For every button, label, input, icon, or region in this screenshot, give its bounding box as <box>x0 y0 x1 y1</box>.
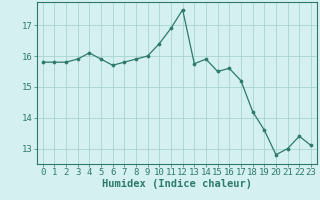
X-axis label: Humidex (Indice chaleur): Humidex (Indice chaleur) <box>102 179 252 189</box>
